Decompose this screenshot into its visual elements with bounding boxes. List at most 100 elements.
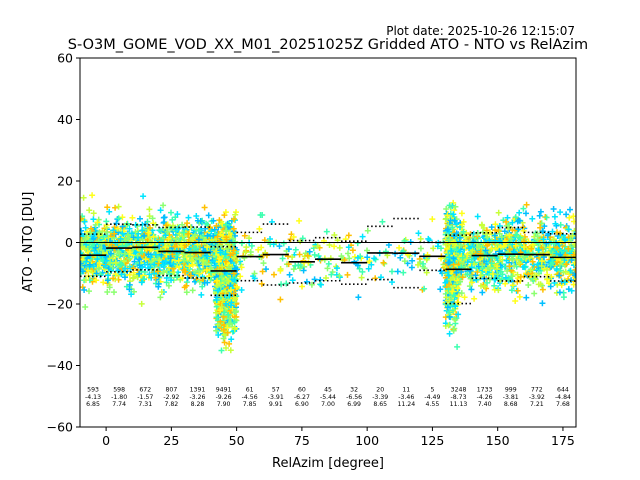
bin-std-label: 6.90 [295, 401, 309, 408]
data-point [104, 277, 111, 284]
data-point [267, 236, 273, 242]
data-point [217, 318, 224, 325]
bin-std-label: 4.55 [426, 401, 440, 408]
data-point [220, 233, 227, 240]
y-tick-label: −40 [47, 358, 73, 373]
data-point [126, 249, 133, 256]
bin-mean-label: -2.92 [163, 394, 179, 401]
data-point [215, 258, 222, 265]
data-point [400, 269, 407, 276]
data-point [323, 275, 329, 281]
data-point [210, 217, 217, 224]
data-point [175, 269, 182, 276]
data-point [85, 267, 91, 274]
data-point [299, 283, 305, 290]
data-point [451, 217, 458, 224]
data-point [112, 259, 119, 266]
bin-count-label: 772 [531, 387, 543, 394]
data-point [516, 209, 523, 216]
data-point [221, 339, 228, 346]
bin-count-label: 3248 [451, 387, 467, 394]
data-point [115, 215, 122, 222]
data-point [417, 235, 424, 242]
data-point [304, 252, 311, 259]
data-point [452, 203, 459, 210]
data-point [155, 268, 161, 275]
data-point [336, 244, 343, 251]
data-point [525, 282, 532, 288]
data-point [539, 300, 546, 307]
data-point [523, 201, 530, 208]
data-point [409, 257, 416, 264]
data-point [128, 230, 135, 237]
data-point [94, 256, 101, 262]
data-point [408, 264, 415, 271]
data-point [345, 244, 352, 251]
data-point [421, 285, 428, 292]
data-point [289, 254, 296, 261]
data-point [379, 218, 386, 225]
data-point [401, 258, 408, 265]
data-point [126, 225, 133, 232]
data-point [225, 311, 232, 318]
data-point [359, 233, 366, 240]
bin-std-label: 6.85 [86, 401, 100, 408]
bin-count-label: 11 [402, 387, 410, 394]
data-point [175, 225, 182, 232]
data-point [423, 269, 430, 276]
data-point [458, 210, 465, 217]
data-point [356, 265, 363, 272]
data-point [200, 257, 207, 264]
bin-count-label: 1391 [190, 387, 206, 394]
data-point [397, 254, 404, 261]
data-point [420, 260, 427, 267]
data-point [308, 281, 315, 288]
bin-mean-label: -6.27 [294, 394, 310, 401]
data-point [318, 281, 324, 288]
data-point [81, 287, 88, 293]
data-point [237, 273, 244, 280]
y-tick-label: −20 [47, 297, 73, 312]
bin-labels: 593-4.136.85598-1.807.74672-1.577.31807-… [85, 387, 571, 409]
data-point [223, 345, 229, 351]
bin-std-label: 7.21 [530, 401, 544, 408]
data-point [230, 250, 236, 257]
data-point [152, 274, 159, 281]
data-point [221, 268, 228, 275]
x-axis-label: RelAzim [degree] [272, 456, 384, 471]
data-point [285, 261, 292, 268]
data-point [189, 261, 196, 268]
data-point [242, 249, 249, 256]
data-point [128, 291, 135, 298]
data-point [158, 289, 165, 295]
data-point [207, 264, 214, 271]
data-point [107, 260, 114, 267]
data-point [226, 264, 232, 271]
data-point [86, 207, 93, 214]
data-point [311, 251, 318, 258]
data-point [216, 217, 223, 224]
data-point [176, 230, 183, 237]
data-point [151, 261, 158, 268]
data-point [349, 247, 356, 254]
bin-count-label: 999 [505, 387, 517, 394]
data-point [231, 326, 238, 333]
data-point [306, 248, 313, 255]
data-point [82, 234, 89, 241]
bin-count-label: 45 [324, 387, 332, 394]
data-point [146, 271, 153, 278]
data-point [103, 218, 110, 225]
y-tick-label: 0 [65, 235, 73, 250]
plot-date: Plot date: 2025-10-26 12:15:07 [386, 24, 575, 38]
data-point [108, 267, 115, 274]
data-point [80, 268, 86, 275]
data-point [222, 258, 229, 265]
data-point [103, 224, 110, 231]
data-point [104, 289, 111, 295]
data-point [87, 229, 94, 236]
data-point [257, 212, 264, 218]
data-point [213, 327, 220, 334]
data-point [381, 260, 388, 267]
data-point [290, 266, 297, 273]
y-tick-label: 60 [57, 51, 73, 66]
